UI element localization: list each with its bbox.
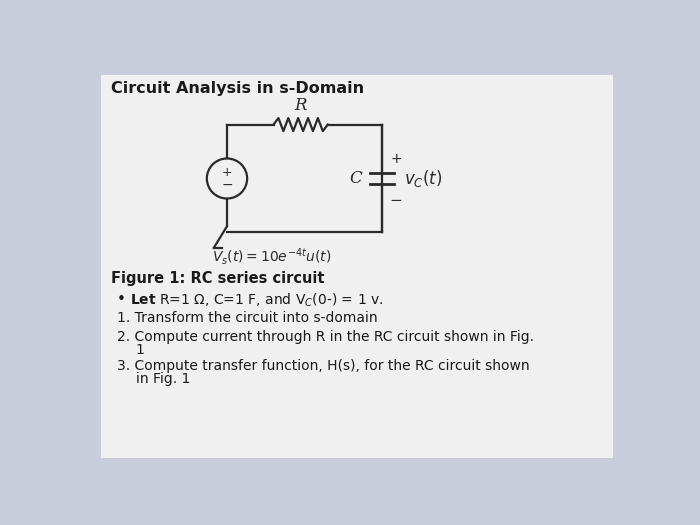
Text: 3. Compute transfer function, H(s), for the RC circuit shown: 3. Compute transfer function, H(s), for … [117, 360, 530, 373]
Text: 1. Transform the circuit into s-domain: 1. Transform the circuit into s-domain [117, 311, 377, 325]
Text: $v_C(t)$: $v_C(t)$ [404, 168, 442, 189]
Text: •: • [117, 292, 126, 307]
Text: Circuit Analysis in s-Domain: Circuit Analysis in s-Domain [111, 81, 364, 96]
Text: $V_s(t) = 10e^{-4t}u(t)$: $V_s(t) = 10e^{-4t}u(t)$ [211, 246, 331, 267]
Text: $\bf{Let}$ R=1 $\Omega$, C=1 F, and V$_C$(0-) = 1 v.: $\bf{Let}$ R=1 $\Omega$, C=1 F, and V$_C… [130, 292, 384, 309]
Text: in Fig. 1: in Fig. 1 [136, 372, 190, 386]
Text: +: + [390, 152, 402, 166]
Text: +: + [222, 166, 232, 179]
Text: −: − [390, 193, 402, 207]
Text: 1: 1 [136, 342, 144, 356]
Text: −: − [221, 177, 233, 192]
Text: C: C [349, 170, 362, 187]
FancyBboxPatch shape [102, 75, 613, 458]
Text: Figure 1: RC series circuit: Figure 1: RC series circuit [111, 271, 324, 286]
Text: R: R [295, 97, 307, 114]
Text: 2. Compute current through R in the RC circuit shown in Fig.: 2. Compute current through R in the RC c… [117, 330, 534, 344]
